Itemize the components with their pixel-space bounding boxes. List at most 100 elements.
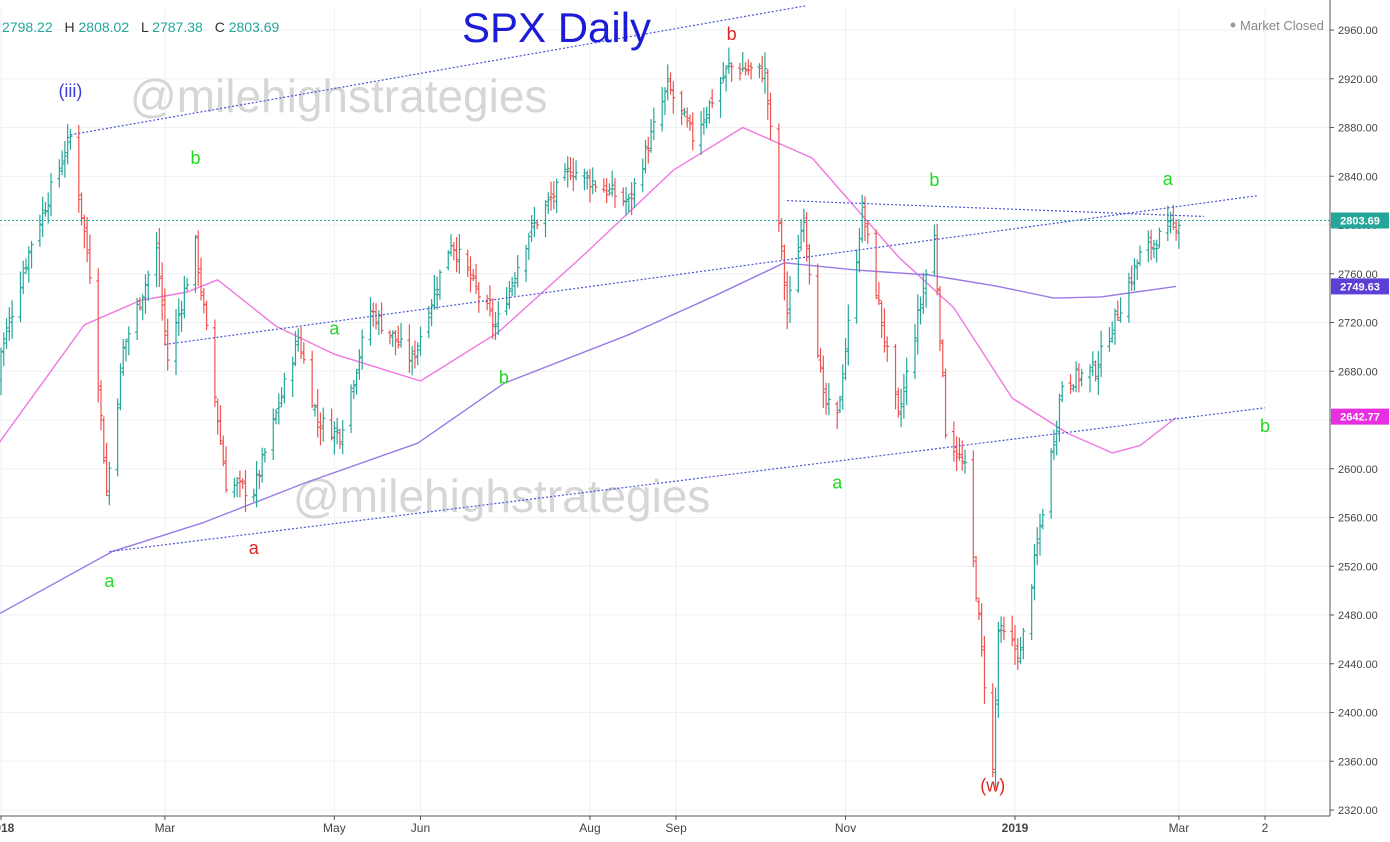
ohlc-bar bbox=[271, 408, 276, 461]
ohlc-bar bbox=[276, 393, 281, 425]
ohlc-bar bbox=[846, 304, 851, 366]
ohlc-bar bbox=[585, 170, 590, 190]
ohlc-bar bbox=[18, 271, 23, 323]
ohlc-bar bbox=[1088, 364, 1093, 393]
ohlc-bar bbox=[474, 264, 479, 294]
ohlc-bar bbox=[432, 275, 437, 310]
ohlc-bar bbox=[954, 436, 959, 471]
ohlc-bar bbox=[154, 232, 159, 288]
ohlc-bar bbox=[704, 106, 709, 129]
ohlc-bar bbox=[312, 403, 317, 417]
ohlc-bar bbox=[396, 325, 401, 349]
ohlc-bar bbox=[37, 214, 42, 247]
ohlc-bar bbox=[99, 380, 104, 431]
ohlc-bar bbox=[746, 59, 751, 76]
ohlc-bar bbox=[776, 123, 781, 233]
ohlc-bar bbox=[243, 470, 248, 513]
ohlc-bar bbox=[1110, 321, 1115, 343]
ohlc-bar bbox=[260, 447, 265, 483]
ohlc-bar bbox=[1068, 374, 1073, 394]
ohlc-high-label: H bbox=[65, 19, 75, 35]
time-tick-label: Mar bbox=[155, 821, 176, 835]
ohlc-bar bbox=[804, 212, 809, 262]
ohlc-bar bbox=[624, 187, 629, 216]
ohlc-bar bbox=[387, 330, 392, 345]
ohlc-bar bbox=[1029, 584, 1034, 641]
ohlc-bar bbox=[279, 387, 284, 408]
ohlc-bar bbox=[854, 249, 859, 324]
ohlc-bar bbox=[1129, 265, 1134, 292]
ohlc-bar bbox=[785, 271, 790, 330]
ohlc-bar bbox=[990, 683, 995, 778]
ohlc-bar bbox=[840, 364, 845, 410]
ohlc-bar bbox=[532, 206, 537, 238]
ohlc-bar bbox=[762, 52, 767, 94]
chart-title: SPX Daily bbox=[462, 4, 651, 51]
ohlc-bar bbox=[371, 302, 376, 327]
price-label-text: 2803.69 bbox=[1340, 216, 1380, 228]
ohlc-bar bbox=[1013, 625, 1017, 665]
ohlc-bar bbox=[921, 272, 926, 314]
ohlc-bar bbox=[726, 47, 731, 74]
ohlc-bar bbox=[471, 268, 476, 282]
ohlc-bar bbox=[176, 298, 181, 337]
ohlc-bar bbox=[349, 384, 354, 434]
ohlc-bar bbox=[126, 326, 131, 356]
ohlc-bar bbox=[893, 344, 898, 410]
ohlc-bar bbox=[46, 192, 51, 224]
ohlc-bar bbox=[665, 64, 670, 101]
ohlc-bar bbox=[837, 395, 842, 414]
ohlc-bar bbox=[62, 141, 67, 178]
ohlc-bar bbox=[68, 129, 73, 150]
ohlc-bar bbox=[179, 300, 184, 332]
ohlc-bar bbox=[10, 300, 15, 339]
price-tick-label: 2360.00 bbox=[1338, 756, 1378, 768]
ohlc-bar bbox=[571, 158, 576, 192]
price-tick-label: 2960.00 bbox=[1338, 25, 1378, 37]
ohlc-bar bbox=[301, 342, 306, 364]
ohlc-bar bbox=[612, 178, 617, 209]
ohlc-bar bbox=[107, 461, 112, 506]
ohlc-bar bbox=[232, 477, 237, 498]
ohlc-bar bbox=[1051, 429, 1056, 460]
ohlc-bar bbox=[1057, 393, 1062, 443]
wave-label: a bbox=[104, 571, 115, 591]
ohlc-bar bbox=[410, 345, 415, 376]
ohlc-bar bbox=[315, 389, 320, 438]
ohlc-bar bbox=[874, 229, 879, 300]
ohlc-bar bbox=[610, 170, 615, 197]
ohlc-bar bbox=[282, 372, 287, 404]
ohlc-bar bbox=[290, 356, 295, 398]
ohlc-bar bbox=[865, 220, 870, 244]
ohlc-bar bbox=[101, 416, 106, 464]
ohlc-bar bbox=[451, 241, 456, 261]
ohlc-bar bbox=[604, 178, 609, 204]
ohlc-bar bbox=[671, 81, 676, 114]
ohlc-bar bbox=[721, 61, 726, 83]
ohlc-bar bbox=[340, 420, 345, 455]
ohlc-bar bbox=[607, 183, 612, 196]
time-tick-label: Aug bbox=[579, 821, 600, 835]
ohlc-bar bbox=[1171, 204, 1176, 230]
ohlc-legend: 2798.22 H 2808.02 L 2787.38 C 2803.69 bbox=[2, 19, 280, 35]
ohlc-bar bbox=[1154, 239, 1159, 263]
ohlc-bar bbox=[1096, 350, 1101, 395]
ohlc-bar bbox=[476, 281, 481, 313]
ohlc-bar bbox=[1015, 638, 1020, 670]
ohlc-high-value: 2808.02 bbox=[79, 19, 130, 35]
ohlc-bar bbox=[429, 299, 434, 327]
market-status[interactable]: Market Closed bbox=[1230, 18, 1324, 33]
ohlc-bar bbox=[1135, 259, 1140, 280]
ohlc-bar bbox=[737, 62, 742, 81]
ohlc-bar bbox=[193, 234, 198, 293]
ohlc-bar bbox=[1038, 513, 1043, 556]
ohlc-bar bbox=[515, 255, 520, 288]
market-status-text: Market Closed bbox=[1240, 18, 1324, 33]
ohlc-bar bbox=[490, 298, 495, 339]
ohlc-bar bbox=[293, 331, 298, 367]
ohlc-bar bbox=[554, 178, 559, 214]
time-tick-label: 2019 bbox=[1002, 821, 1029, 835]
wave-label: b bbox=[1260, 416, 1270, 436]
